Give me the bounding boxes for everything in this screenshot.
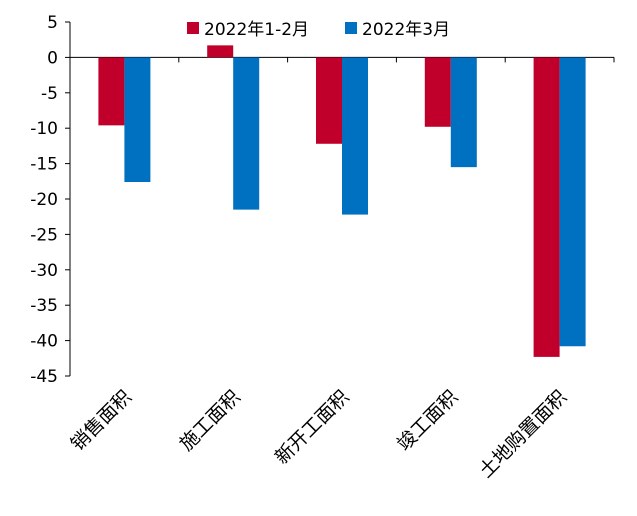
legend-swatch-series-1 (187, 22, 199, 34)
y-tick-label: -25 (30, 225, 58, 245)
y-tick-label: -20 (30, 190, 58, 210)
bar-series-2 (124, 57, 151, 183)
legend-swatch-series-2 (345, 22, 357, 34)
y-tick-label: -45 (30, 367, 58, 387)
legend-label-series-2: 2022年3月 (362, 20, 450, 40)
bar-series-1 (316, 57, 342, 144)
bar-series-2 (342, 57, 368, 215)
bar-series-1 (98, 57, 125, 126)
y-tick-label: -5 (41, 84, 58, 104)
bar-series-1 (533, 57, 560, 357)
bar-series-1 (424, 57, 451, 127)
y-tick-label: -15 (30, 155, 58, 175)
legend-label-series-1: 2022年1-2月 (204, 20, 309, 40)
bar-series-2 (559, 57, 586, 347)
category-label: 新开工面积 (271, 386, 354, 469)
y-tick-label: -35 (30, 296, 58, 316)
legend: 2022年1-2月 2022年3月 (187, 20, 450, 40)
bar-series-2 (233, 57, 260, 210)
y-tick-label: 0 (47, 48, 58, 68)
y-tick-label: -40 (30, 332, 58, 352)
category-label: 销售面积 (67, 386, 136, 455)
y-tick-label: -30 (30, 261, 58, 281)
category-label: 土地购置面积 (475, 386, 571, 482)
y-tick-label: 5 (47, 13, 58, 33)
bar-series-1 (207, 45, 234, 58)
y-tick-label: -10 (30, 119, 58, 139)
bar-series-2 (450, 57, 477, 168)
plot-area: 5 0 -5 -10 -15 -20 -25 -30 -35 -40 -45 销售面积 施工面积 新开工面… (30, 13, 615, 482)
category-label: 施工面积 (175, 386, 244, 455)
category-label: 竣工面积 (393, 386, 462, 455)
